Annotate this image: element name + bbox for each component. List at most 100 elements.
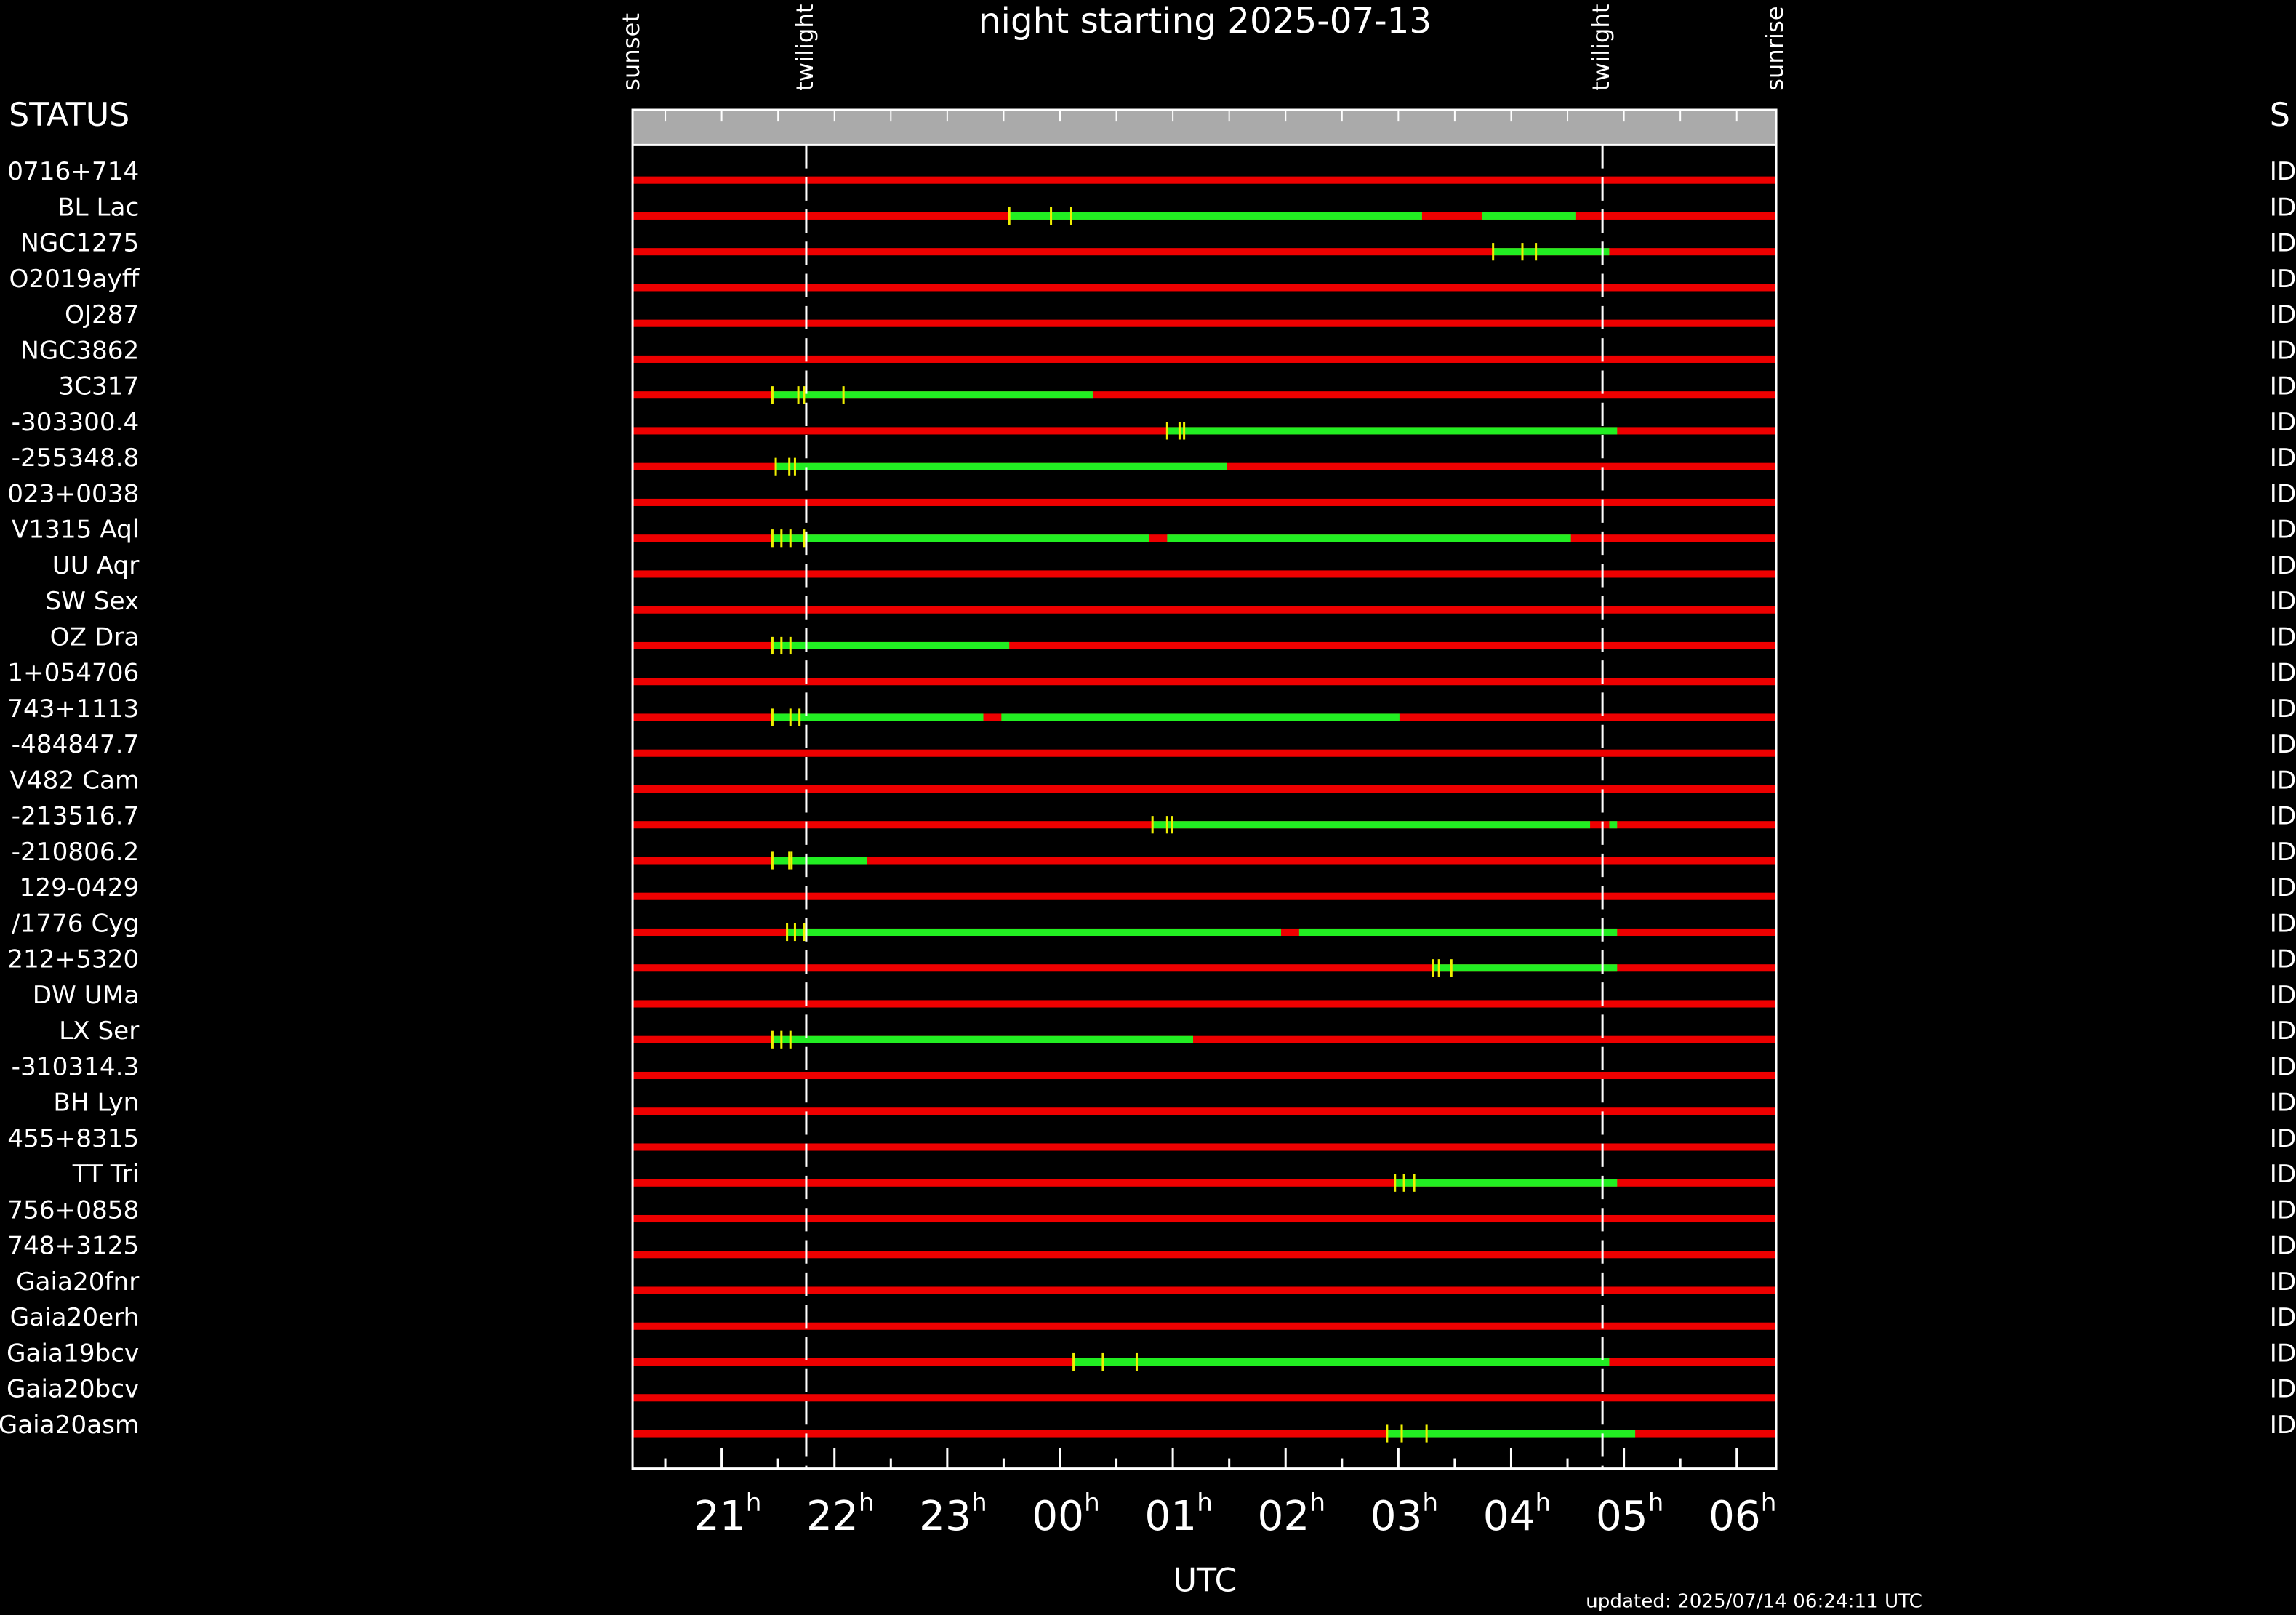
row-bar bbox=[633, 1107, 1777, 1115]
row-status: ID bbox=[2270, 909, 2296, 938]
good-interval bbox=[1386, 1430, 1636, 1438]
row-status: ID bbox=[2270, 1411, 2296, 1440]
row-status: ID bbox=[2270, 516, 2296, 545]
row-status: ID bbox=[2270, 1232, 2296, 1261]
row-bar bbox=[633, 498, 1777, 506]
row-status: ID bbox=[2270, 193, 2296, 222]
row-bar bbox=[633, 964, 1777, 972]
row-bar bbox=[633, 176, 1777, 184]
row-bar bbox=[633, 1286, 1777, 1294]
row-status: ID bbox=[2270, 372, 2296, 401]
x-tick-label: 06h bbox=[1709, 1488, 1776, 1539]
row-bar bbox=[633, 606, 1777, 614]
good-interval bbox=[1298, 928, 1618, 937]
x-tick-unit: h bbox=[1422, 1488, 1438, 1517]
good-interval bbox=[772, 641, 1010, 649]
footer: updated: 2025/07/14 06:24:11 UTC bbox=[1586, 1590, 1922, 1612]
x-tick-number: 04 bbox=[1483, 1493, 1536, 1540]
row-name: BL Lac bbox=[57, 193, 139, 222]
x-tick-number: 02 bbox=[1258, 1493, 1310, 1540]
row-bar bbox=[633, 892, 1777, 900]
row-bar bbox=[633, 248, 1777, 256]
row-name: -210806.2 bbox=[12, 838, 140, 867]
x-axis-label: UTC bbox=[1173, 1563, 1237, 1600]
x-tick-label: 21h bbox=[694, 1488, 761, 1539]
row-name: -255348.8 bbox=[12, 444, 140, 473]
row-name: 748+3125 bbox=[7, 1232, 139, 1261]
row-name: Gaia20bcv bbox=[7, 1375, 139, 1404]
row-status: ID bbox=[2270, 1089, 2296, 1118]
x-tick-label: 03h bbox=[1370, 1488, 1438, 1539]
row-name: TT Tri bbox=[72, 1160, 140, 1189]
row-bar bbox=[633, 355, 1777, 363]
row-name: NGC1275 bbox=[20, 229, 139, 258]
row-name: BH Lyn bbox=[53, 1089, 139, 1118]
x-tick-number: 03 bbox=[1370, 1493, 1423, 1540]
x-tick-number: 22 bbox=[806, 1493, 859, 1540]
row-name: Gaia20asm bbox=[0, 1411, 139, 1440]
row-name: Gaia20erh bbox=[10, 1303, 140, 1332]
x-tick-number: 21 bbox=[694, 1493, 746, 1540]
row-bar bbox=[633, 678, 1777, 686]
row-bar bbox=[633, 1251, 1777, 1259]
good-interval bbox=[1001, 713, 1400, 721]
row-name: -484847.7 bbox=[12, 730, 140, 759]
row-status: ID bbox=[2270, 838, 2296, 867]
x-tick-label: 22h bbox=[806, 1488, 874, 1539]
row-bar bbox=[633, 857, 1777, 865]
row-bar bbox=[633, 284, 1777, 292]
x-tick-label: 02h bbox=[1258, 1488, 1325, 1539]
event-label: twilight bbox=[791, 4, 819, 91]
good-interval bbox=[1493, 248, 1610, 256]
row-name: -213516.7 bbox=[12, 802, 140, 831]
row-status: ID bbox=[2270, 157, 2296, 186]
x-tick-unit: h bbox=[746, 1488, 762, 1517]
row-name: /1776 Cyg bbox=[12, 909, 139, 938]
row-status: ID bbox=[2270, 694, 2296, 724]
x-tick-number: 01 bbox=[1144, 1493, 1197, 1540]
row-bar bbox=[633, 1143, 1777, 1151]
x-tick-number: 06 bbox=[1709, 1493, 1761, 1540]
row-bar bbox=[633, 1430, 1777, 1438]
event-label: sunrise bbox=[1761, 6, 1789, 90]
row-name: UU Aqr bbox=[52, 551, 140, 580]
good-interval bbox=[1152, 821, 1591, 829]
row-status: ID bbox=[2270, 659, 2296, 688]
x-tick-number: 05 bbox=[1596, 1493, 1648, 1540]
row-name: OZ Dra bbox=[50, 622, 140, 652]
good-interval bbox=[1009, 212, 1422, 220]
good-interval bbox=[787, 928, 1282, 937]
row-name: 212+5320 bbox=[7, 945, 139, 974]
x-tick-number: 23 bbox=[919, 1493, 971, 1540]
row-bar bbox=[633, 319, 1777, 327]
x-tick-label: 04h bbox=[1483, 1488, 1551, 1539]
row-bar bbox=[633, 570, 1777, 578]
row-status: ID bbox=[2270, 1267, 2296, 1297]
good-interval bbox=[1167, 427, 1618, 435]
row-status: ID bbox=[2270, 408, 2296, 437]
row-name: 743+1113 bbox=[7, 694, 139, 724]
row-name: Gaia19bcv bbox=[7, 1339, 139, 1368]
row-name: V1315 Aql bbox=[12, 516, 139, 545]
row-status: ID bbox=[2270, 766, 2296, 795]
row-bar bbox=[633, 1322, 1777, 1330]
row-status: ID bbox=[2270, 622, 2296, 652]
row-name: 455+8315 bbox=[7, 1124, 139, 1153]
row-bar bbox=[633, 1071, 1777, 1080]
row-status: ID bbox=[2270, 479, 2296, 508]
row-bar bbox=[633, 1394, 1777, 1402]
x-tick-unit: h bbox=[1536, 1488, 1552, 1517]
row-bar bbox=[633, 391, 1777, 399]
row-name: O2019ayff bbox=[9, 265, 140, 294]
row-name: 023+0038 bbox=[7, 479, 139, 508]
row-status: ID bbox=[2270, 551, 2296, 580]
row-bar bbox=[633, 1214, 1777, 1223]
header-band bbox=[633, 110, 1777, 145]
row-name: 129-0429 bbox=[20, 873, 140, 902]
row-status: ID bbox=[2270, 336, 2296, 365]
x-tick-unit: h bbox=[859, 1488, 875, 1517]
x-tick-unit: h bbox=[1309, 1488, 1325, 1517]
row-name: SW Sex bbox=[45, 587, 139, 616]
